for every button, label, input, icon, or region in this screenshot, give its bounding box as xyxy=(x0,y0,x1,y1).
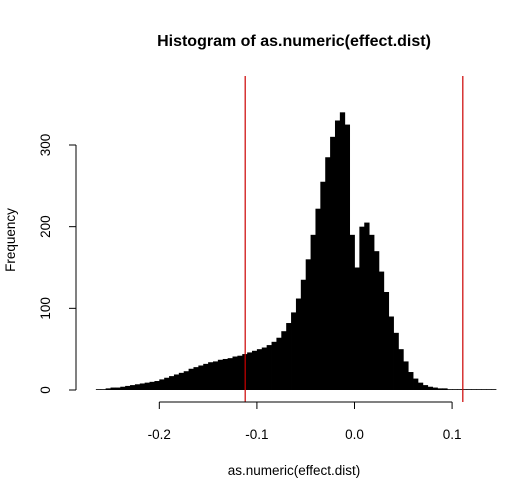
histogram-bar xyxy=(437,388,443,390)
y-axis-label: Frequency xyxy=(3,208,18,272)
histogram-bar xyxy=(305,259,311,390)
histogram-bar xyxy=(320,181,326,390)
histogram-bar xyxy=(291,312,297,390)
histogram-bar xyxy=(461,389,468,390)
histogram-bar xyxy=(164,377,170,390)
histogram-bar xyxy=(300,279,307,390)
histogram-bar xyxy=(432,387,438,390)
histogram-bar xyxy=(383,292,390,390)
histogram-bar xyxy=(212,361,219,390)
histogram-bar xyxy=(310,234,316,390)
histogram-bar xyxy=(344,124,351,390)
histogram-bar xyxy=(144,382,150,390)
histogram-bar xyxy=(134,384,141,390)
histogram-bar xyxy=(115,387,121,390)
histogram-bars xyxy=(95,112,497,390)
histogram-bar xyxy=(295,298,302,390)
histogram-bar xyxy=(139,383,146,390)
histogram-bar xyxy=(198,365,204,390)
histogram-bar xyxy=(471,389,477,390)
histogram-bar xyxy=(422,385,429,390)
histogram-bar xyxy=(447,389,453,390)
histogram-bar xyxy=(276,337,282,390)
histogram-bar xyxy=(95,389,102,390)
histogram-bar xyxy=(227,358,233,390)
histogram-bar xyxy=(398,349,404,390)
chart-title: Histogram of as.numeric(effect.dist) xyxy=(157,33,431,50)
histogram-bar xyxy=(217,359,224,390)
histogram-bar xyxy=(364,222,370,390)
histogram-bar xyxy=(149,381,155,390)
histogram-bar xyxy=(169,376,175,390)
y-tick-label: 200 xyxy=(38,215,53,238)
histogram-bar xyxy=(178,372,185,390)
x-axis-label: as.numeric(effect.dist) xyxy=(228,463,361,478)
histogram-bar xyxy=(339,112,346,390)
histogram-bar xyxy=(393,332,399,390)
y-tick-label: 100 xyxy=(38,297,53,320)
histogram-bar xyxy=(388,316,394,390)
histogram-bar xyxy=(232,356,238,390)
histogram-bar xyxy=(369,234,375,390)
x-tick-label: 0.0 xyxy=(345,427,364,442)
histogram-bar xyxy=(105,388,111,390)
histogram-bar xyxy=(427,386,433,390)
histogram-bar xyxy=(374,251,380,390)
histogram-bar xyxy=(183,371,189,390)
y-tick-label: 300 xyxy=(38,134,53,157)
y-axis: 0 100 200 300 xyxy=(38,134,77,394)
histogram-bar xyxy=(261,347,268,390)
x-tick-label: 0.1 xyxy=(443,427,462,442)
histogram-bar xyxy=(359,226,365,390)
histogram-bar xyxy=(159,379,165,390)
histogram-bar xyxy=(130,385,136,390)
histogram-bar xyxy=(486,389,492,390)
histogram-bar xyxy=(408,372,414,390)
x-axis: -0.2 -0.1 0.0 0.1 xyxy=(148,401,462,442)
histogram-bar xyxy=(417,382,424,390)
histogram-bar xyxy=(256,349,263,390)
histogram-bar xyxy=(354,267,360,390)
histogram-bar xyxy=(100,389,107,390)
histogram-bar xyxy=(120,386,126,390)
histogram-bar xyxy=(413,378,419,390)
histogram-bar xyxy=(208,362,214,390)
histogram-bar xyxy=(491,389,497,390)
y-tick-label: 0 xyxy=(38,386,53,394)
histogram-bar xyxy=(247,352,253,390)
reference-lines xyxy=(244,76,464,402)
histogram-bar xyxy=(173,374,180,390)
histogram-bar xyxy=(403,361,409,390)
histogram-bar xyxy=(154,381,160,390)
histogram-bar xyxy=(271,341,277,390)
histogram-bar xyxy=(266,345,272,390)
x-tick-label: -0.1 xyxy=(245,427,268,442)
histogram-bar xyxy=(466,389,472,390)
histogram-bar xyxy=(203,363,209,390)
histogram-bar xyxy=(349,234,355,390)
histogram-bar xyxy=(442,388,448,390)
x-tick-label: -0.2 xyxy=(148,427,171,442)
histogram-bar xyxy=(456,389,463,390)
histogram-bar xyxy=(378,271,385,390)
histogram-bar xyxy=(222,358,229,390)
histogram-bar xyxy=(252,350,258,390)
histogram-bar xyxy=(125,385,131,390)
histogram-bar xyxy=(188,368,194,390)
histogram-bar xyxy=(315,208,321,390)
histogram-bar xyxy=(334,120,341,390)
histogram-bar xyxy=(476,389,482,390)
histogram-bar xyxy=(110,387,116,390)
histogram-bar xyxy=(325,157,331,390)
histogram-bar xyxy=(281,331,287,390)
histogram-bar xyxy=(481,389,487,390)
histogram-bar xyxy=(237,355,243,390)
histogram-bar xyxy=(452,389,458,390)
histogram-bar xyxy=(193,367,199,390)
histogram-bar xyxy=(286,323,292,390)
histogram-bar xyxy=(330,136,336,390)
